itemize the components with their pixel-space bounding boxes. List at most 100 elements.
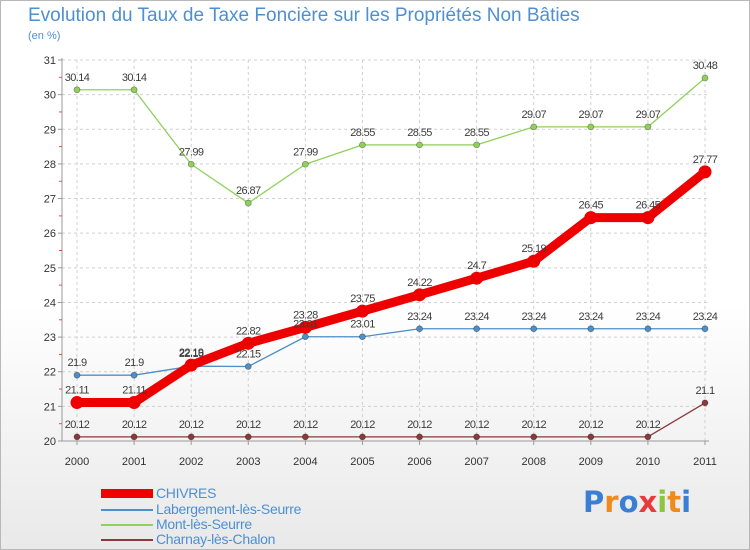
data-label-2: 30.14	[65, 72, 90, 84]
proxiti-logo: Proxiti	[583, 485, 691, 519]
y-tick-label: 26	[44, 228, 56, 240]
data-label-1: 21.9	[125, 357, 144, 369]
data-label-2: 30.48	[693, 60, 718, 72]
series-point-3	[187, 433, 195, 441]
x-tick-label: 2001	[122, 456, 146, 468]
x-tick-label: 2008	[521, 456, 545, 468]
y-tick-label: 31	[44, 55, 56, 67]
logo-letter: r	[604, 485, 619, 519]
logo-letter: P	[583, 485, 605, 519]
series-point-0	[413, 288, 427, 302]
series-point-3	[301, 433, 309, 441]
data-label-1: 23.24	[636, 311, 661, 323]
series-point-0	[70, 396, 84, 410]
series-point-3	[701, 399, 709, 407]
series-point-3	[130, 433, 138, 441]
series-point-0	[584, 211, 598, 225]
data-label-2: 26.87	[236, 185, 261, 197]
chart-title: Evolution du Taux de Taxe Foncière sur l…	[28, 5, 580, 26]
legend-label-charnay: Charnay-lès-Chalon	[156, 531, 276, 547]
data-label-0: 22.19	[179, 347, 204, 359]
data-label-3: 20.12	[521, 419, 546, 431]
data-label-0: 24.22	[407, 277, 432, 289]
y-tick-label: 25	[44, 263, 56, 275]
logo-letter: i	[657, 485, 668, 519]
y-tick-label: 27	[44, 194, 56, 206]
x-tick-label: 2009	[579, 456, 603, 468]
y-tick-label: 30	[44, 90, 56, 102]
data-label-3: 20.12	[350, 419, 375, 431]
data-label-0: 26.45	[636, 200, 661, 212]
series-line-3	[76, 402, 706, 438]
data-label-0: 22.82	[236, 325, 261, 337]
series-point-1	[644, 325, 652, 333]
series-point-1	[473, 325, 481, 333]
legend-item-mont: Mont-lès-Seurre	[101, 516, 431, 532]
series-point-3	[416, 433, 423, 441]
series-point-0	[241, 336, 255, 350]
y-tick-label: 20	[44, 436, 56, 448]
series-point-2	[644, 123, 652, 131]
series-point-1	[130, 371, 138, 379]
data-label-1: 23.24	[464, 311, 489, 323]
x-tick-label: 2005	[350, 456, 374, 468]
series-point-2	[73, 86, 81, 94]
series-point-0	[698, 165, 712, 179]
legend-item-charnay: Charnay-lès-Chalon	[101, 531, 431, 547]
series-point-3	[587, 433, 595, 441]
legend-swatch-charnay	[101, 539, 153, 541]
data-label-0: 23.28	[293, 309, 318, 321]
series-point-2	[187, 160, 195, 168]
series-point-0	[127, 396, 141, 410]
data-label-0: 21.11	[122, 385, 146, 397]
series-point-0	[470, 271, 484, 285]
legend-swatch-mont	[101, 524, 153, 526]
legend-label-mont: Mont-lès-Seurre	[156, 516, 252, 532]
data-label-1: 23.24	[693, 311, 718, 323]
series-point-1	[244, 363, 252, 370]
data-label-2: 30.14	[122, 72, 147, 84]
data-label-3: 20.12	[236, 419, 261, 431]
legend-swatch-chivres	[101, 489, 153, 498]
series-point-2	[701, 74, 709, 82]
data-label-3: 20.12	[579, 419, 604, 431]
data-label-2: 27.99	[293, 146, 318, 158]
data-label-1: 21.9	[67, 357, 86, 369]
y-tick-label: 29	[44, 124, 56, 136]
data-label-2: 28.55	[464, 127, 489, 139]
data-label-1: 23.24	[579, 311, 604, 323]
data-label-2: 27.99	[179, 146, 204, 158]
series-point-2	[301, 160, 309, 168]
data-label-1: 23.01	[293, 319, 318, 331]
x-tick-label: 2000	[65, 456, 89, 468]
legend-item-labergement: Labergement-lès-Seurre	[101, 501, 431, 517]
data-label-1: 23.24	[407, 311, 432, 323]
series-point-0	[527, 254, 541, 268]
y-tick-label: 24	[44, 297, 56, 309]
y-tick-label: 21	[44, 401, 56, 413]
y-tick-label: 22	[44, 367, 56, 379]
data-label-3: 20.12	[122, 419, 147, 431]
logo-letter: x	[638, 485, 658, 519]
legend-swatch-labergement	[101, 509, 153, 511]
data-label-3: 20.12	[65, 419, 90, 431]
data-label-3: 20.12	[293, 419, 318, 431]
data-label-0: 24.7	[467, 260, 486, 272]
x-tick-label: 2002	[179, 456, 203, 468]
series-point-0	[355, 304, 369, 318]
data-label-0: 27.77	[693, 154, 718, 166]
series-point-2	[473, 141, 481, 149]
series-point-1	[359, 333, 366, 341]
logo-letter: o	[618, 485, 639, 519]
data-label-2: 28.55	[407, 127, 432, 139]
legend-label-chivres: CHIVRES	[156, 485, 217, 501]
legend-item-chivres: CHIVRES	[101, 485, 431, 501]
data-label-1: 23.01	[350, 319, 375, 331]
logo-letter: t	[667, 485, 682, 519]
series-point-1	[701, 325, 709, 333]
x-tick-label: 2007	[464, 456, 488, 468]
data-label-3: 20.12	[636, 419, 661, 431]
series-point-2	[359, 141, 366, 149]
series-point-3	[359, 433, 366, 441]
